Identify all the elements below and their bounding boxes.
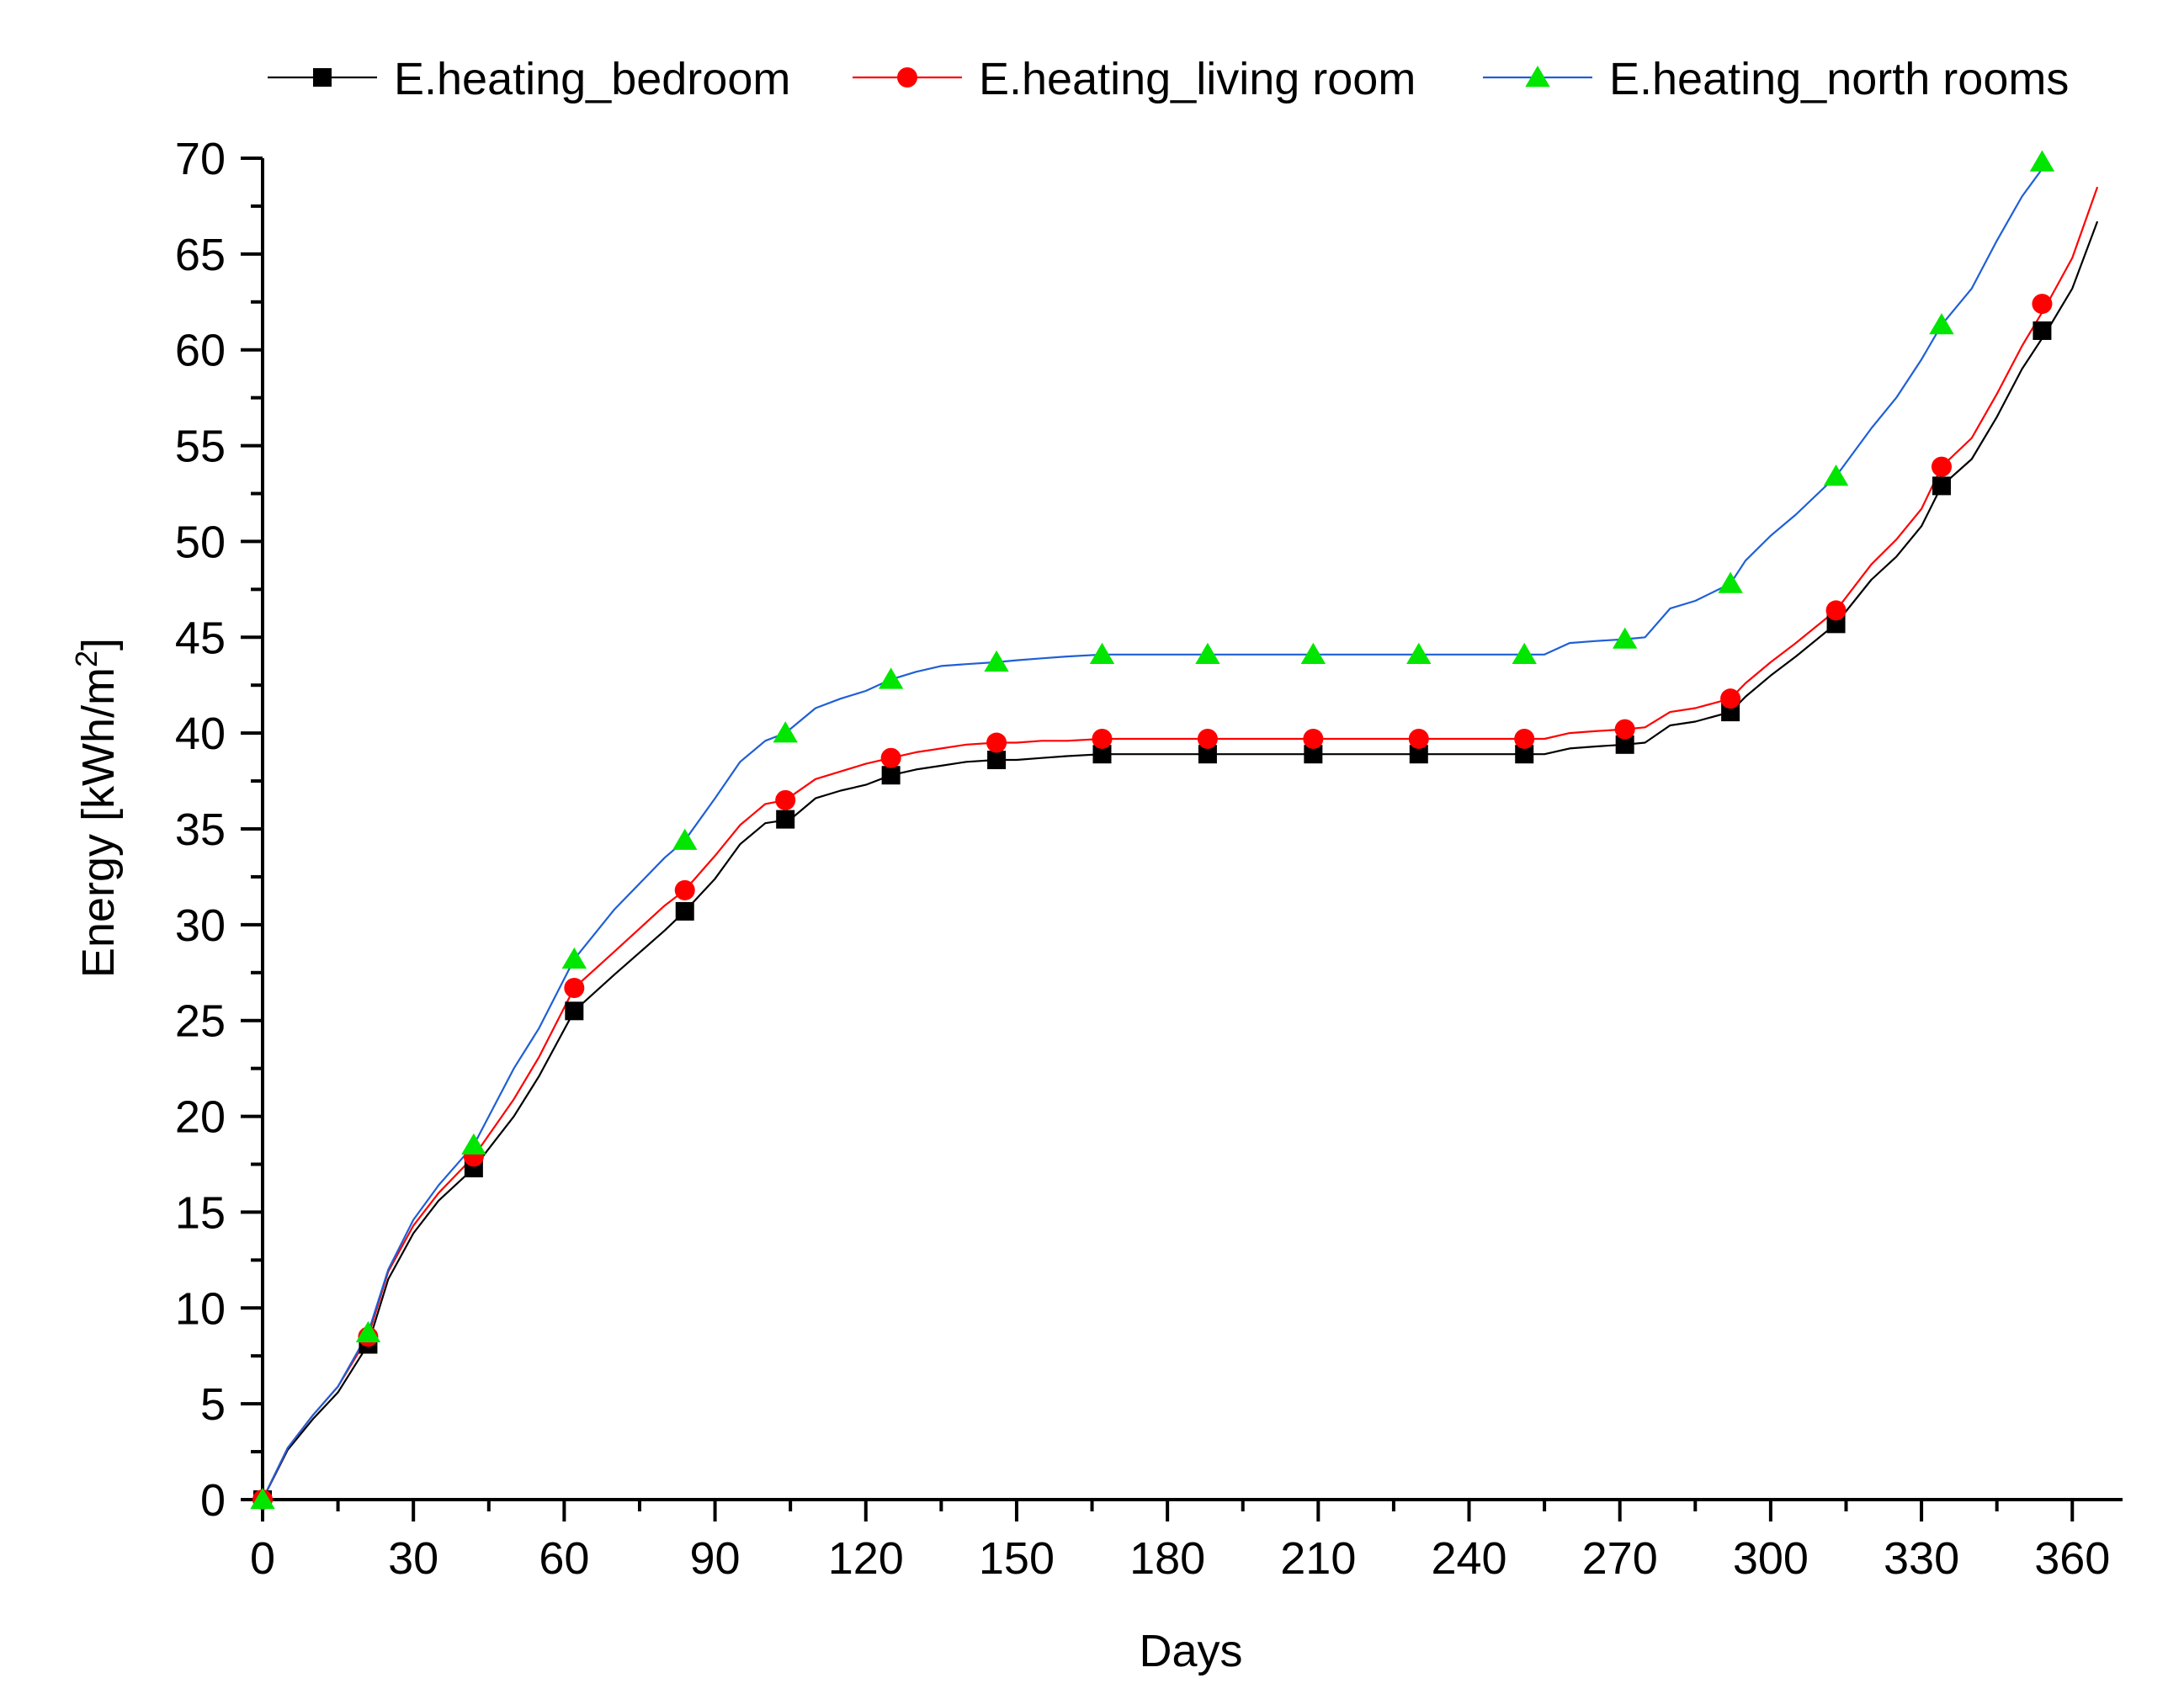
data-point-north-rooms [1823, 465, 1849, 486]
data-point-bedroom [1615, 735, 1634, 754]
data-point-bedroom [987, 751, 1007, 770]
data-point-bedroom [565, 1001, 584, 1021]
data-point-north-rooms [1406, 642, 1432, 664]
data-point-north-rooms [461, 1133, 486, 1155]
x-axis-title: Days [1139, 1626, 1242, 1676]
x-tick-label: 120 [828, 1533, 904, 1584]
data-point-north-rooms [1718, 571, 1743, 593]
legend-marker-bedroom [313, 68, 332, 87]
y-tick-label: 35 [175, 805, 226, 855]
y-tick-label: 0 [200, 1475, 226, 1526]
x-tick-label: 300 [1733, 1533, 1809, 1584]
data-point-living-room [775, 789, 796, 810]
y-tick-label: 40 [175, 709, 226, 759]
plot-area: 0 30 60 90 120 150 180 210 240 270 300 330 360 0 5 10 1… [175, 134, 2123, 1584]
series-line-north-rooms [262, 161, 2048, 1500]
data-point-living-room [1825, 600, 1847, 621]
y-tick-label: 5 [200, 1379, 226, 1430]
data-point-bedroom [1304, 745, 1323, 764]
y-axis-title: Energy [kWh/m2] [69, 638, 125, 978]
data-point-living-room [1092, 728, 1113, 749]
data-point-north-rooms [672, 828, 698, 850]
y-tick-label: 50 [175, 517, 226, 567]
data-point-living-room [1614, 719, 1635, 740]
data-point-living-room [880, 747, 901, 768]
legend-marker-north-rooms [1525, 66, 1550, 88]
data-point-bedroom [1198, 745, 1217, 764]
y-tick-label: 55 [175, 422, 226, 472]
y-tick-label: 15 [175, 1187, 226, 1238]
legend-label-living-room: E.heating_living room [979, 54, 1416, 104]
data-point-living-room [1514, 728, 1535, 749]
data-point-bedroom [1515, 745, 1534, 764]
series-markers [250, 150, 2055, 1510]
data-point-north-rooms [878, 667, 904, 689]
data-point-north-rooms [1089, 642, 1115, 664]
y-axis-title-main: Energy [kWh/m [73, 667, 124, 978]
data-point-living-room [1408, 728, 1429, 749]
legend-label-north-rooms: E.heating_north rooms [1609, 54, 2069, 104]
data-point-north-rooms [1612, 627, 1638, 649]
data-point-north-rooms [250, 1488, 275, 1510]
data-point-north-rooms [1195, 642, 1220, 664]
data-point-bedroom [1932, 476, 1951, 496]
x-tick-label: 180 [1129, 1533, 1205, 1584]
data-point-north-rooms [1929, 313, 1954, 335]
data-point-bedroom [776, 810, 795, 829]
data-point-north-rooms [984, 650, 1009, 672]
data-point-north-rooms [561, 947, 587, 969]
data-point-bedroom [1092, 745, 1112, 764]
y-tick-label: 20 [175, 1092, 226, 1143]
x-tick-label: 90 [690, 1533, 741, 1584]
x-tick-label: 210 [1280, 1533, 1356, 1584]
data-point-north-rooms [773, 721, 798, 743]
x-tick-label: 270 [1582, 1533, 1658, 1584]
y-axis-title-tail: ] [73, 638, 124, 651]
y-axis-title-superscript: 2 [69, 651, 104, 667]
y-tick-label: 70 [175, 134, 226, 184]
y-tick-label: 25 [175, 996, 226, 1047]
y-tick-label: 65 [175, 230, 226, 280]
x-tick-label: 30 [388, 1533, 438, 1584]
y-tick-label: 60 [175, 326, 226, 376]
data-point-north-rooms [355, 1320, 381, 1343]
data-point-living-room [986, 732, 1007, 753]
x-tick-label: 60 [539, 1533, 589, 1584]
legend: E.heating_bedroom E.heating_living room E.… [268, 54, 2069, 104]
y-tick-label: 10 [175, 1283, 226, 1334]
data-point-living-room [1720, 688, 1741, 709]
data-point-living-room [674, 879, 695, 900]
data-point-living-room [1303, 728, 1324, 749]
legend-label-bedroom: E.heating_bedroom [394, 54, 790, 104]
legend-marker-living-room [897, 67, 917, 88]
x-tick-label: 330 [1884, 1533, 1959, 1584]
data-point-living-room [2032, 294, 2053, 315]
y-tick-label: 45 [175, 613, 226, 663]
data-point-living-room [1197, 728, 1218, 749]
data-point-living-room [564, 978, 585, 999]
data-point-north-rooms [2029, 150, 2055, 172]
x-tick-label: 360 [2034, 1533, 2110, 1584]
data-point-bedroom [1409, 745, 1428, 764]
x-tick-label: 0 [250, 1533, 275, 1584]
x-tick-label: 150 [979, 1533, 1055, 1584]
data-point-bedroom [2033, 321, 2052, 340]
x-axis-ticks: 0 30 60 90 120 150 180 210 240 270 300 330 360 [250, 1500, 2110, 1584]
data-point-living-room [1931, 456, 1952, 477]
x-tick-label: 240 [1431, 1533, 1506, 1584]
data-point-bedroom [675, 901, 694, 921]
y-axis-ticks: 0 5 10 15 20 25 30 35 40 45 50 55 60 65 70 [175, 134, 263, 1526]
data-point-north-rooms [1512, 642, 1537, 664]
y-tick-label: 30 [175, 900, 226, 951]
data-point-north-rooms [1300, 642, 1326, 664]
data-point-bedroom [881, 766, 901, 785]
